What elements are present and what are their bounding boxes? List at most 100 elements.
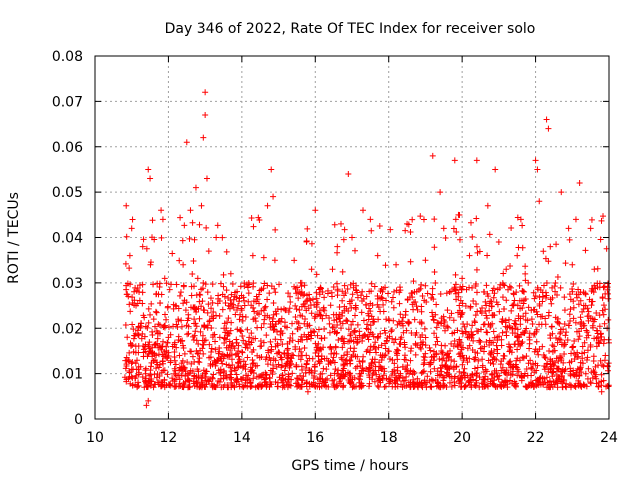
data-point — [490, 339, 497, 346]
data-point — [221, 334, 228, 341]
data-point — [528, 372, 535, 379]
data-point — [496, 308, 503, 315]
data-point — [374, 334, 381, 341]
data-point — [459, 275, 466, 282]
data-point — [184, 359, 191, 366]
data-point — [142, 379, 149, 386]
data-point — [164, 371, 171, 378]
data-point — [327, 372, 334, 379]
data-point — [141, 333, 148, 340]
data-point — [378, 294, 385, 301]
data-point — [553, 241, 560, 248]
data-point — [406, 319, 413, 326]
data-point — [452, 281, 459, 288]
data-point — [196, 291, 203, 298]
data-point — [531, 348, 538, 355]
data-point — [519, 222, 526, 229]
data-point — [458, 286, 465, 293]
data-point — [477, 308, 484, 315]
data-point — [429, 309, 436, 316]
data-point — [316, 384, 323, 391]
data-point — [437, 290, 444, 297]
data-point — [236, 356, 243, 363]
data-point — [500, 352, 507, 359]
data-point — [201, 307, 208, 314]
data-point — [257, 343, 264, 350]
data-point — [533, 382, 540, 389]
data-point — [436, 372, 443, 379]
data-point — [509, 368, 516, 375]
data-point — [364, 347, 371, 353]
data-point — [258, 286, 265, 293]
data-point — [430, 317, 437, 324]
data-point — [227, 371, 234, 378]
data-point — [587, 225, 594, 232]
data-point — [255, 311, 262, 318]
data-point — [533, 367, 540, 374]
data-point — [311, 361, 318, 368]
data-point — [188, 348, 195, 355]
data-point — [244, 284, 251, 291]
data-point — [418, 308, 425, 315]
data-point — [433, 351, 440, 358]
data-point — [422, 342, 429, 349]
data-point — [570, 281, 577, 288]
data-point — [276, 349, 283, 356]
data-point — [552, 334, 559, 341]
data-point — [255, 214, 262, 221]
data-point — [605, 295, 612, 302]
data-point — [334, 249, 341, 256]
data-point — [359, 288, 366, 295]
data-point — [577, 297, 584, 304]
data-point — [240, 294, 247, 301]
data-point — [539, 298, 546, 305]
data-point — [321, 382, 328, 389]
data-point — [210, 309, 217, 316]
data-point — [544, 360, 551, 367]
data-point — [501, 282, 508, 289]
data-point — [594, 280, 601, 287]
data-point — [313, 289, 320, 296]
data-point — [414, 306, 421, 313]
data-point — [234, 350, 241, 357]
data-point — [411, 288, 418, 295]
data-point — [186, 235, 193, 242]
data-point — [270, 193, 277, 200]
data-point — [173, 281, 180, 288]
data-point — [554, 273, 561, 280]
data-point — [470, 337, 477, 344]
x-tick-label: 20 — [453, 430, 471, 446]
data-point — [208, 305, 215, 312]
data-point — [540, 248, 547, 255]
data-point — [264, 202, 271, 209]
data-point — [295, 295, 302, 302]
data-point — [547, 243, 554, 250]
data-point — [395, 374, 402, 381]
data-point — [468, 332, 475, 339]
data-point — [303, 237, 310, 244]
data-point — [375, 375, 382, 382]
data-point — [378, 342, 385, 349]
data-point — [250, 375, 257, 382]
data-point — [149, 217, 156, 224]
data-point — [239, 348, 246, 355]
data-point — [567, 317, 574, 324]
data-point — [387, 378, 394, 385]
data-point — [466, 252, 473, 259]
data-point — [279, 372, 286, 379]
data-point — [536, 198, 543, 205]
data-point — [391, 360, 398, 367]
data-point — [333, 350, 340, 357]
data-point — [401, 339, 408, 346]
data-point — [269, 315, 276, 322]
data-point — [592, 285, 599, 292]
data-point — [574, 294, 581, 301]
data-point — [231, 384, 238, 391]
data-point — [327, 302, 334, 309]
data-point — [596, 312, 603, 319]
data-point — [577, 289, 584, 296]
data-point — [286, 338, 293, 345]
data-point — [196, 359, 203, 366]
data-point — [314, 332, 321, 339]
data-point — [169, 343, 176, 350]
